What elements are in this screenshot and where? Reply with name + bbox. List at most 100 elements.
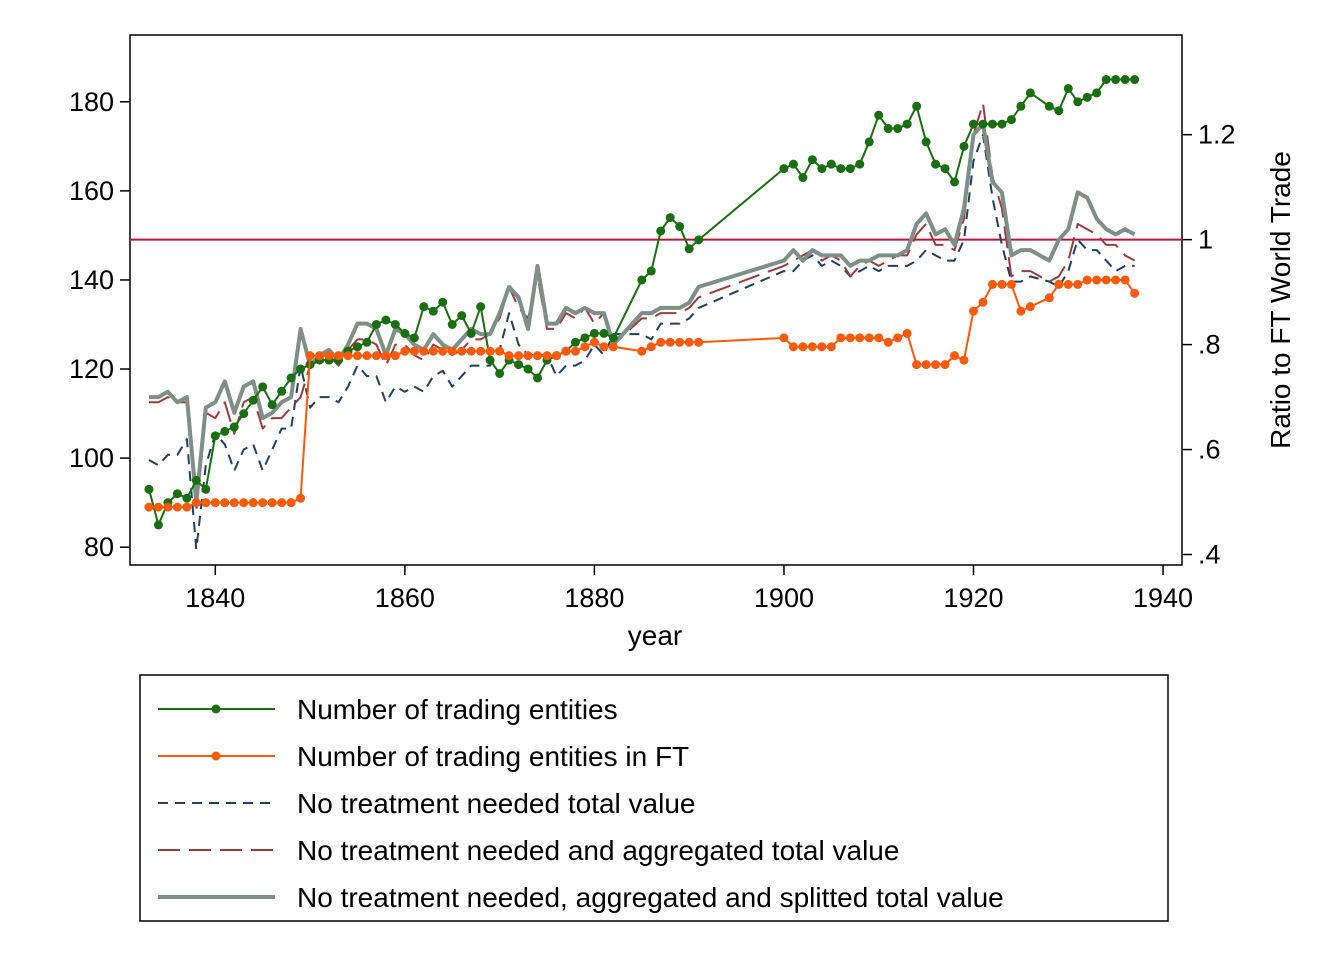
data-point (485, 355, 495, 365)
data-point (921, 137, 931, 147)
data-point (807, 155, 817, 165)
legend-label: Number of trading entities (297, 694, 618, 725)
data-point (637, 346, 647, 356)
data-point (352, 342, 362, 352)
data-point (172, 502, 182, 512)
data-point (371, 319, 381, 329)
data-point (845, 333, 855, 343)
data-point (201, 484, 211, 494)
y-left-tick-label: 180 (69, 87, 114, 117)
data-point (220, 426, 230, 436)
legend-label: No treatment needed total value (297, 788, 695, 819)
data-point (694, 337, 704, 347)
x-tick-label: 1920 (943, 583, 1003, 613)
data-point (201, 498, 211, 508)
data-point (144, 502, 154, 512)
data-point (684, 244, 694, 254)
data-point (1063, 279, 1073, 289)
data-point (987, 119, 997, 129)
data-point (220, 498, 230, 508)
data-point (381, 315, 391, 325)
data-point (476, 346, 486, 356)
data-point (902, 119, 912, 129)
data-point (798, 173, 808, 183)
data-point (637, 275, 647, 285)
data-point (277, 386, 287, 396)
legend-label: No treatment needed, aggregated and spli… (297, 882, 1004, 913)
data-point (978, 119, 988, 129)
data-point (1130, 288, 1140, 298)
data-point (1120, 75, 1130, 85)
data-point (182, 493, 192, 503)
data-point (836, 333, 846, 343)
y-left-tick-label: 160 (69, 176, 114, 206)
data-point (447, 319, 457, 329)
data-point (968, 119, 978, 129)
data-point (1101, 75, 1111, 85)
y-left-tick-label: 140 (69, 265, 114, 295)
data-point (817, 164, 827, 174)
data-point (1016, 306, 1026, 316)
series-line-number-of-trading-entities (148, 78, 1135, 526)
data-point (144, 484, 154, 494)
data-point (447, 346, 457, 356)
data-point (1092, 88, 1102, 98)
data-point (191, 475, 201, 485)
data-point (1025, 88, 1035, 98)
x-tick-label: 1880 (564, 583, 624, 613)
data-point (855, 333, 865, 343)
y-right-tick-label: 1.2 (1198, 120, 1236, 150)
data-point (665, 337, 675, 347)
series-line-no-treatment-needed-total-value (148, 133, 1135, 551)
data-point (542, 351, 552, 361)
data-point (561, 346, 571, 356)
data-point (1101, 275, 1111, 285)
data-point (883, 124, 893, 134)
data-point (258, 382, 268, 392)
data-point (267, 498, 277, 508)
data-point (589, 328, 599, 338)
data-point (570, 346, 580, 356)
y-right-tick-label: .6 (1198, 435, 1221, 465)
data-point (400, 346, 410, 356)
data-point (343, 351, 353, 361)
data-point (1044, 101, 1054, 111)
y-left-tick-label: 100 (69, 443, 114, 473)
data-point (931, 159, 941, 169)
legend-box (139, 674, 1169, 922)
data-point (893, 333, 903, 343)
data-point (514, 351, 524, 361)
data-point (580, 342, 590, 352)
data-point (523, 364, 533, 374)
data-point (807, 342, 817, 352)
data-point (665, 213, 675, 223)
data-point (476, 302, 486, 312)
data-point (845, 164, 855, 174)
data-point (656, 337, 666, 347)
data-point (239, 409, 249, 419)
legend-marker (211, 751, 221, 761)
data-point (1111, 75, 1121, 85)
data-point (1006, 279, 1016, 289)
data-point (817, 342, 827, 352)
data-point (296, 364, 306, 374)
data-point (646, 342, 656, 352)
data-point (1054, 279, 1064, 289)
data-point (675, 337, 685, 347)
data-point (210, 498, 220, 508)
data-point (864, 333, 874, 343)
legend-items: Number of trading entities Number of trad… (158, 694, 1004, 913)
data-point (656, 226, 666, 236)
data-point (864, 137, 874, 147)
data-point (826, 342, 836, 352)
data-point (599, 328, 609, 338)
data-point (1044, 293, 1054, 303)
data-point (371, 351, 381, 361)
x-tick-label: 1860 (375, 583, 435, 613)
data-point (959, 355, 969, 365)
data-point (1016, 101, 1026, 111)
data-point (893, 124, 903, 134)
data-point (523, 351, 533, 361)
y-right-tick-label: 1 (1198, 225, 1213, 255)
data-point (153, 502, 163, 512)
